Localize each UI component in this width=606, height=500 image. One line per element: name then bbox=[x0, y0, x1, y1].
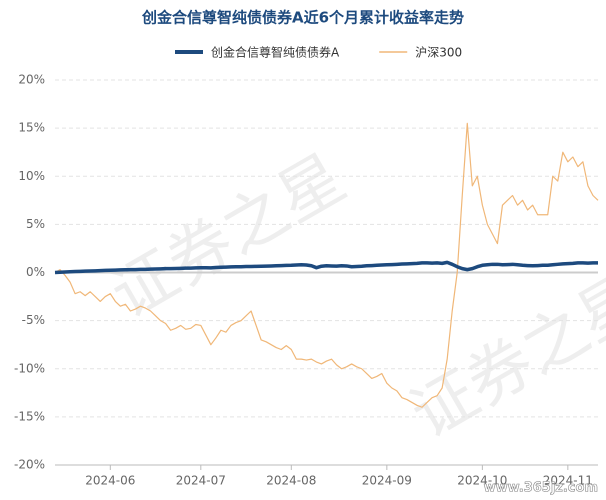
y-tick-label: -10% bbox=[14, 361, 45, 375]
y-tick-label: -5% bbox=[22, 313, 45, 327]
x-tick-label: 2024-07 bbox=[176, 474, 226, 488]
legend-label: 创金合信尊智纯债债券A bbox=[211, 45, 340, 60]
y-tick-label: -15% bbox=[14, 409, 45, 423]
plot: -20% -15% -10% -5% 0% 5% 10% 15% 20% 2024-06 2024-… bbox=[14, 73, 599, 488]
x-tick-label: 2024-09 bbox=[362, 474, 412, 488]
watermark: 证券之星 bbox=[99, 141, 358, 333]
watermark: 证券之星 bbox=[399, 261, 606, 453]
x-tick-label: 2024-06 bbox=[85, 474, 135, 488]
y-tick-label: 10% bbox=[18, 169, 45, 183]
x-tick-label: 2024-08 bbox=[266, 474, 316, 488]
series-line bbox=[54, 260, 598, 275]
x-tick-label: 2024-10 bbox=[457, 474, 507, 488]
legend: 创金合信尊智纯债债券A 沪深300 bbox=[175, 45, 462, 60]
source-mark: www.365jz.com bbox=[484, 481, 598, 496]
y-tick-label: 0% bbox=[26, 265, 45, 279]
y-tick-label: 20% bbox=[18, 73, 45, 87]
y-tick-label: 5% bbox=[26, 217, 45, 231]
y-tick-label: -20% bbox=[14, 458, 45, 472]
y-tick-label: 15% bbox=[18, 121, 45, 135]
chart-title: 创金合信尊智纯债债券A近6个月累计收益率走势 bbox=[141, 9, 464, 27]
x-tick-label: 2024-11 bbox=[543, 474, 593, 488]
legend-label: 沪深300 bbox=[415, 46, 462, 60]
series-line bbox=[54, 122, 599, 408]
